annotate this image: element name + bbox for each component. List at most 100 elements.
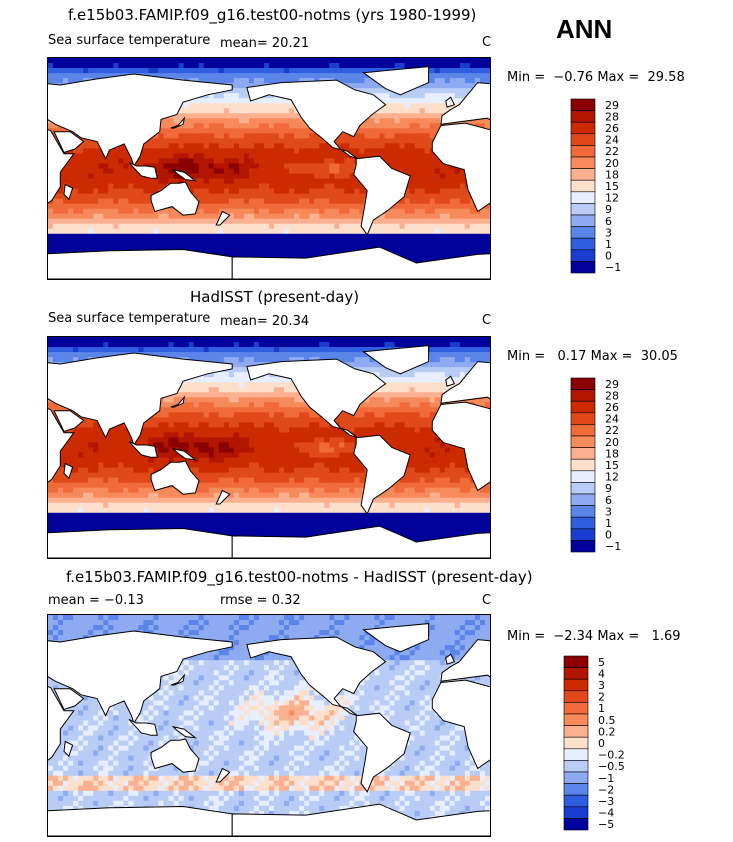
field-cell [439, 83, 446, 89]
field-cell [414, 98, 421, 104]
field-cell [439, 73, 446, 79]
field-cell [414, 158, 421, 164]
field-cell [208, 78, 215, 84]
field-cell [369, 367, 375, 373]
field-cell [63, 73, 69, 79]
field-cell [113, 173, 119, 179]
field-cell [369, 148, 375, 154]
field-cell [339, 218, 345, 225]
field-cell [58, 128, 64, 134]
field-cell [203, 123, 210, 129]
field-cell [83, 148, 89, 154]
field-cell [479, 123, 486, 129]
field-cell [158, 148, 164, 154]
field-cell [429, 68, 436, 74]
field-cell [299, 233, 305, 240]
field-cell [414, 218, 421, 225]
field-cell [233, 392, 240, 398]
panel2-title: HadISST (present-day) [190, 288, 360, 306]
field-cell [394, 98, 400, 104]
field-cell [439, 163, 446, 169]
field-cell [63, 63, 69, 69]
field-cell [409, 208, 416, 215]
field-cell [404, 342, 411, 348]
field-cell [113, 198, 119, 205]
field-cell [284, 73, 290, 79]
field-cell [63, 198, 69, 205]
field-cell [248, 223, 255, 230]
field-cell [228, 337, 235, 343]
field-cell [188, 73, 195, 79]
field-cell [218, 153, 225, 159]
field-cell [263, 248, 270, 255]
field-cell [464, 63, 471, 69]
field-cell [304, 223, 310, 230]
field-cell [274, 347, 280, 353]
field-cell [484, 243, 490, 250]
field-cell [123, 178, 129, 184]
field-cell [113, 193, 119, 200]
field-cell [434, 248, 441, 255]
field-cell [243, 228, 250, 235]
field-cell [203, 78, 210, 84]
field-cell [53, 342, 59, 348]
field-cell [243, 392, 250, 398]
colorbar-box-10 [570, 214, 596, 227]
field-cell [173, 133, 179, 139]
field-cell [78, 193, 84, 200]
field-cell [73, 228, 79, 235]
field-cell [419, 238, 426, 245]
field-cell [404, 377, 411, 383]
field-cell [329, 163, 335, 169]
field-cell [248, 128, 255, 134]
field-cell [253, 138, 260, 144]
field-cell [409, 108, 416, 114]
field-cell [253, 173, 260, 179]
field-cell [389, 108, 395, 114]
field-cell [73, 243, 79, 250]
field-cell [53, 352, 59, 358]
field-cell [299, 243, 305, 250]
field-cell [279, 163, 285, 169]
field-cell [469, 68, 476, 74]
field-cell [319, 188, 325, 195]
field-cell [344, 342, 350, 348]
field-cell [228, 78, 235, 84]
field-cell [334, 352, 340, 358]
field-cell [379, 342, 385, 348]
field-cell [248, 253, 255, 260]
field-cell [434, 337, 441, 343]
field-cell [233, 158, 240, 164]
land-namerica [246, 79, 387, 160]
field-cell [364, 128, 370, 134]
field-cell [324, 228, 330, 235]
field-cell [223, 337, 230, 343]
field-cell [344, 138, 350, 144]
field-cell [243, 372, 250, 378]
field-cell [309, 188, 315, 195]
field-cell [128, 337, 134, 343]
field-cell [213, 392, 220, 398]
field-cell [409, 382, 416, 388]
field-cell [349, 68, 355, 74]
field-cell [414, 392, 421, 398]
field-cell [329, 233, 335, 240]
field-cell [233, 168, 240, 174]
field-cell [188, 153, 195, 159]
field-cell [384, 88, 390, 94]
field-cell [233, 183, 240, 189]
field-cell [133, 188, 139, 195]
field-cell [53, 243, 59, 250]
field-cell [329, 198, 335, 205]
field-cell [324, 248, 330, 255]
field-cell [193, 73, 200, 79]
field-cell [449, 208, 456, 215]
field-cell [263, 337, 270, 343]
field-cell [379, 223, 385, 230]
field-cell [228, 352, 235, 358]
field-cell [243, 88, 250, 94]
field-cell [394, 148, 400, 154]
field-cell [474, 68, 481, 74]
field-cell [364, 63, 370, 69]
field-cell [223, 153, 230, 159]
